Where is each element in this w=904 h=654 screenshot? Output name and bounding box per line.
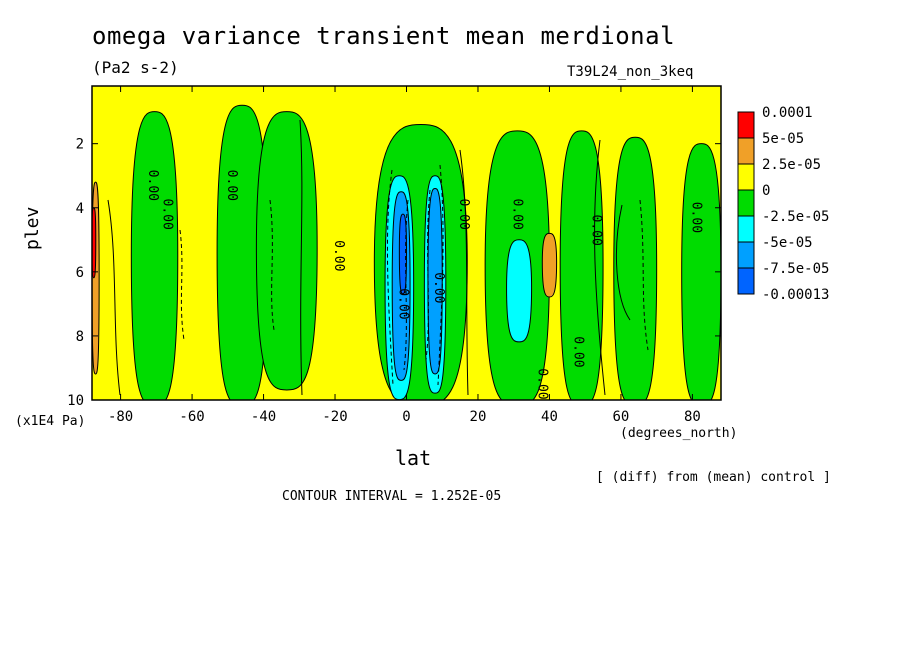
x-axis: -80 -60 -40 -20 0 20 40 60 80 [108,86,701,425]
legend-label: -7.5e-05 [762,261,829,277]
y-axis-units: (x1E4 Pa) [15,414,86,429]
contour-line [639,199,649,351]
contour-label: 0.00 [331,240,346,271]
contour-line [386,169,394,386]
x-axis-units: (degrees_north) [620,426,738,441]
contour-line [594,139,606,396]
contour-region [559,130,604,400]
contour-region [541,232,558,298]
legend-label: -2.5e-05 [762,209,829,225]
contour-region [506,239,533,343]
run-id: T39L24_non_3keq [567,64,694,80]
contour-region [255,111,318,391]
legend-swatch [737,137,755,165]
contour-label: 0.00 [224,170,239,201]
contour-interval: CONTOUR INTERVAL = 1.252E-05 [282,489,502,504]
color-legend: 0.0001 5e-05 2.5e-05 0 -2.5e-05 -5e-05 -7.5e-0… [737,105,829,303]
contour-label: 0.00 [510,199,525,230]
contour-label: 0.00 [159,199,174,230]
legend-swatch [737,163,755,191]
legend-swatch [737,241,755,269]
legend-swatch [737,215,755,243]
contour-line [437,164,444,386]
chart-title: omega variance transient mean merdional [92,22,676,50]
legend-label: -0.00013 [762,287,829,303]
y-tick-label: 6 [76,265,84,281]
legend-swatch [737,267,755,295]
legend-label: 2.5e-05 [762,157,821,173]
contour-region [92,207,97,279]
x-tick-label: 20 [470,409,487,425]
legend-label: 0.0001 [762,105,813,121]
contour-line [403,199,409,371]
contour-region [130,111,179,400]
y-tick-label: 10 [67,393,84,409]
x-tick-label: 60 [613,409,630,425]
filled-regions [92,86,721,400]
contour-label: 0.00 [145,170,160,201]
contour-region [681,143,721,400]
chart-units: (Pa2 s-2) [92,58,179,77]
contour-line [425,189,431,361]
diff-note: [ (diff) from (mean) control ] [596,470,831,485]
legend-label: 0 [762,183,770,199]
contour-line [269,199,275,331]
y-axis: 2 4 6 8 10 [67,137,721,409]
contour-label: 0.00 [535,368,550,399]
contour-labels: 0.000.000.000.000.00 0.000.00 0.000.000.00… [145,170,703,400]
legend-swatch [737,189,755,217]
contour-label: 0.00 [395,288,410,319]
legend-swatch [737,111,755,139]
contour-label: 0.00 [431,272,446,303]
x-axis-label: lat [395,446,432,470]
contour-label: 0.00 [588,215,603,246]
y-tick-label: 8 [76,329,84,345]
contour-lines [107,119,649,396]
contour-line [299,119,303,396]
x-tick-label: 40 [541,409,558,425]
contour-region [398,213,408,295]
x-tick-label: -40 [251,409,276,425]
contour-line [615,204,631,321]
legend-label: 5e-05 [762,131,804,147]
legend-label: -5e-05 [762,235,813,251]
contour-line [107,199,121,396]
y-tick-label: 2 [76,137,84,153]
x-tick-label: -60 [179,409,204,425]
contour-label: 0.00 [456,199,471,230]
x-tick-label: 80 [684,409,701,425]
contour-line [459,149,469,396]
x-tick-label: 0 [402,409,410,425]
x-tick-label: -20 [322,409,347,425]
contour-region [613,136,658,400]
y-tick-label: 4 [76,201,84,217]
contour-label: 0.00 [570,336,585,367]
x-tick-label: -80 [108,409,133,425]
contour-label: 0.00 [688,202,703,233]
